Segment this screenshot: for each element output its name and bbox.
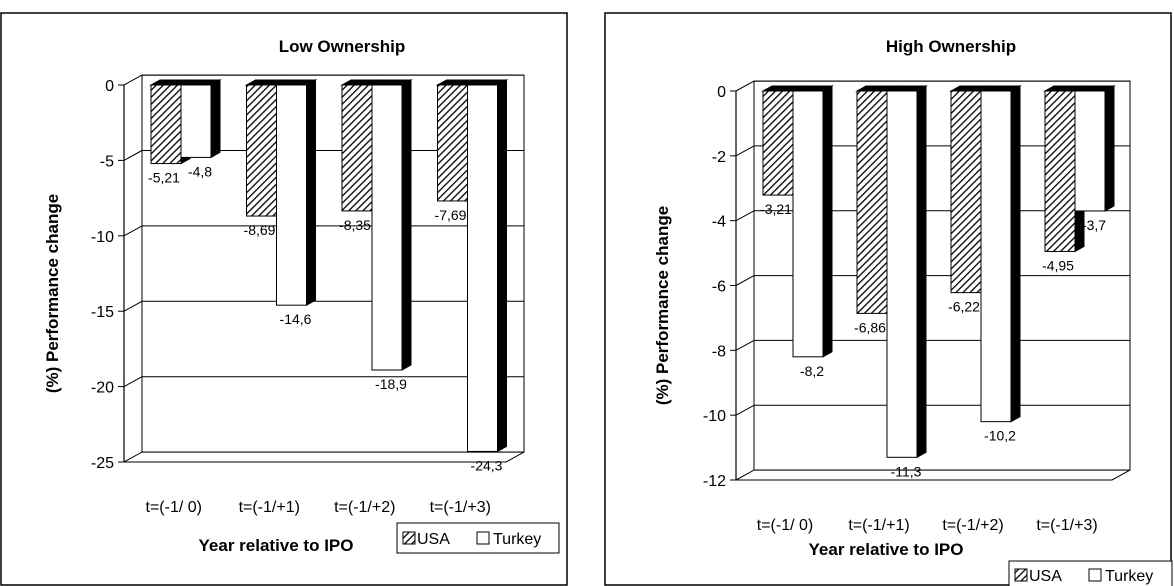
grid-diagonal bbox=[735, 404, 755, 416]
x-tick-label: t=(-1/+3) bbox=[430, 499, 491, 516]
bar-usa bbox=[1044, 90, 1076, 252]
y-tick-label: -10 bbox=[703, 408, 726, 425]
bar-side bbox=[401, 79, 412, 371]
bar-turkey bbox=[180, 84, 212, 158]
data-label: -18,9 bbox=[375, 376, 407, 392]
bar-usa bbox=[246, 84, 277, 217]
bar-side bbox=[822, 85, 833, 358]
plot-floor bbox=[735, 469, 1131, 481]
x-tick-label: t=(-1/+2) bbox=[334, 499, 395, 516]
bar-usa bbox=[150, 84, 182, 165]
data-label: -6,86 bbox=[854, 319, 886, 335]
grid-diagonal bbox=[735, 339, 755, 351]
legend-label-turkey: Turkey bbox=[1105, 568, 1153, 585]
data-label: -4,95 bbox=[1042, 257, 1074, 273]
bar-turkey bbox=[371, 84, 403, 371]
data-label: -7,69 bbox=[435, 207, 467, 223]
bar-usa bbox=[950, 90, 982, 294]
bar-side bbox=[306, 79, 316, 307]
grid-diagonal bbox=[735, 80, 755, 92]
data-label: -5,21 bbox=[148, 170, 180, 186]
bar-usa bbox=[341, 84, 373, 212]
bar-side bbox=[210, 79, 221, 159]
y-tick-label: 0 bbox=[105, 78, 114, 95]
chart-title: High Ownership bbox=[886, 37, 1016, 56]
bar-side bbox=[916, 85, 927, 459]
x-axis-title: Year relative to IPO bbox=[199, 536, 354, 555]
grid-diagonal bbox=[123, 300, 143, 312]
bar-turkey bbox=[276, 84, 307, 306]
y-tick-label: -8 bbox=[712, 343, 726, 360]
legend-swatch-usa bbox=[402, 531, 416, 545]
y-tick-label: -10 bbox=[91, 229, 114, 246]
y-axis-title: (%) Performance change bbox=[43, 194, 62, 393]
grid-diagonal bbox=[123, 150, 143, 161]
x-tick-label: t=(-1/+2) bbox=[942, 517, 1003, 534]
legend-swatch-usa bbox=[1014, 568, 1028, 582]
bar-turkey bbox=[792, 90, 824, 358]
x-tick-label: t=(-1/+3) bbox=[1036, 517, 1097, 534]
y-tick-label: -4 bbox=[712, 214, 726, 231]
x-axis-title: Year relative to IPO bbox=[809, 540, 964, 559]
chart-high-ownership: 0 -2 -4 -6 -8 -10 -12 -3,21 -6,86 -6,22 -4,95 -8,2 -… bbox=[604, 0, 1174, 586]
bar-turkey bbox=[980, 90, 1012, 423]
data-label: -8,35 bbox=[339, 217, 371, 233]
bar-turkey bbox=[886, 90, 918, 458]
bar-side bbox=[1010, 85, 1021, 423]
bar-turkey bbox=[1074, 90, 1106, 212]
data-label: -3,21 bbox=[760, 201, 792, 217]
legend-label-turkey: Turkey bbox=[493, 531, 541, 548]
data-label: -11,3 bbox=[891, 463, 922, 479]
x-tick-label: t=(-1/+1) bbox=[848, 517, 909, 534]
y-tick-label: -5 bbox=[100, 153, 114, 170]
y-tick-label: -2 bbox=[712, 149, 726, 166]
y-tick-label: -20 bbox=[91, 380, 114, 397]
x-tick-label: t=(-1/ 0) bbox=[757, 517, 813, 534]
chart-high-ownership-svg: 0 -2 -4 -6 -8 -10 -12 -3,21 -6,86 -6,22 -4,95 -8,2 -… bbox=[604, 12, 1173, 586]
bar-turkey bbox=[467, 84, 498, 452]
grid-diagonal bbox=[123, 225, 143, 237]
data-label: -14,6 bbox=[280, 311, 312, 327]
bar-side bbox=[497, 79, 507, 453]
bar-side bbox=[1104, 85, 1115, 212]
data-label: -8,2 bbox=[800, 363, 824, 379]
bar-usa bbox=[762, 90, 794, 196]
legend: USA Turkey bbox=[396, 522, 560, 554]
grid-diagonal bbox=[735, 145, 755, 157]
plot-floor bbox=[123, 451, 525, 463]
chart-low-ownership-svg: 0 -5 -10 -15 -20 -25 -5,21 -8,69 -8,35 -7,69 -4,8 -… bbox=[0, 12, 568, 586]
data-label: -3,7 bbox=[1082, 217, 1106, 233]
legend: USA Turkey bbox=[1008, 560, 1173, 586]
legend-label-usa: USA bbox=[417, 531, 450, 548]
x-tick-label: t=(-1/ 0) bbox=[146, 499, 202, 516]
bar-usa bbox=[856, 90, 888, 314]
y-tick-label: -15 bbox=[91, 304, 114, 321]
y-tick-label: -6 bbox=[712, 279, 726, 296]
y-tick-label: 0 bbox=[717, 84, 726, 101]
y-axis-title: (%) Performance change bbox=[653, 206, 672, 405]
chart-low-ownership: 0 -5 -10 -15 -20 -25 -5,21 -8,69 -8,35 -7,69 -4,8 -… bbox=[0, 0, 570, 586]
x-tick-label: t=(-1/+1) bbox=[239, 499, 300, 516]
grid-diagonal bbox=[123, 376, 143, 388]
legend-swatch-turkey bbox=[476, 531, 490, 545]
legend-label-usa: USA bbox=[1029, 568, 1062, 585]
data-label: -10,2 bbox=[984, 428, 1016, 444]
data-label: -4,8 bbox=[188, 163, 212, 179]
legend-swatch-turkey bbox=[1088, 568, 1102, 582]
grid-diagonal bbox=[735, 275, 755, 286]
data-label: -8,69 bbox=[244, 222, 276, 238]
chart-title: Low Ownership bbox=[279, 37, 406, 56]
grid-diagonal bbox=[735, 210, 755, 222]
y-tick-label: -12 bbox=[703, 473, 726, 490]
data-label: -6,22 bbox=[948, 299, 980, 315]
y-tick-label: -25 bbox=[91, 455, 114, 472]
grid-diagonal bbox=[123, 74, 143, 86]
data-label: -24,3 bbox=[471, 457, 503, 473]
bar-usa bbox=[437, 84, 468, 202]
